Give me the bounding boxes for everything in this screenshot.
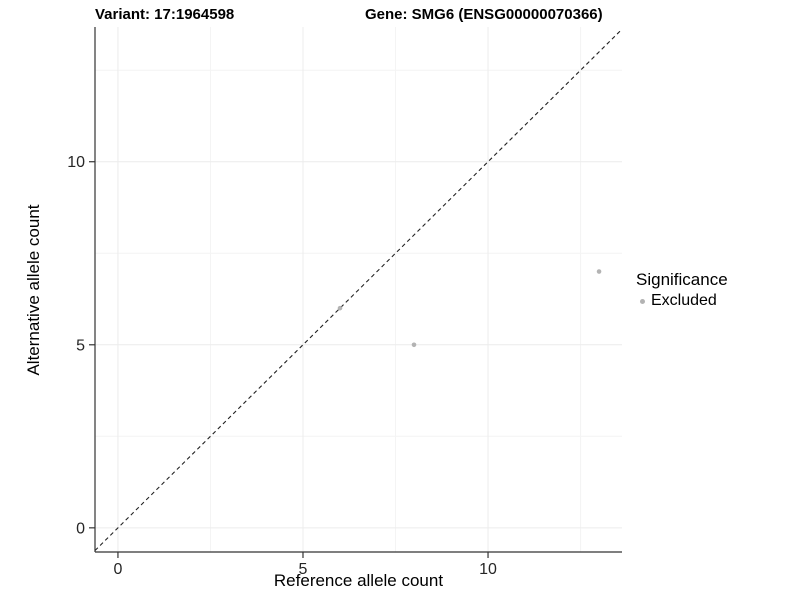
data-point — [596, 269, 602, 274]
excluded-point-icon — [640, 298, 645, 304]
x-tick-label: 5 — [299, 561, 308, 578]
y-tick-label: 10 — [67, 154, 85, 171]
x-tick-label: 10 — [479, 561, 497, 578]
legend-title: Significance — [636, 270, 728, 289]
gene-title: Gene: SMG6 (ENSG00000070366) — [365, 6, 603, 23]
y-tick-label: 0 — [76, 520, 85, 537]
x-tick-label: 0 — [113, 561, 122, 578]
y-tick-label: 5 — [76, 337, 85, 354]
y-axis-label: Alternative allele count — [24, 204, 43, 376]
legend: Significance Excluded — [636, 270, 728, 310]
data-point — [337, 305, 343, 311]
legend-item-label: Excluded — [651, 292, 717, 309]
identity-line — [94, 28, 623, 551]
legend-item-excluded: Excluded — [636, 292, 728, 310]
variant-title: Variant: 17:1964598 — [95, 6, 235, 23]
x-axis-label: Reference allele count — [273, 571, 444, 590]
data-point — [411, 342, 417, 348]
